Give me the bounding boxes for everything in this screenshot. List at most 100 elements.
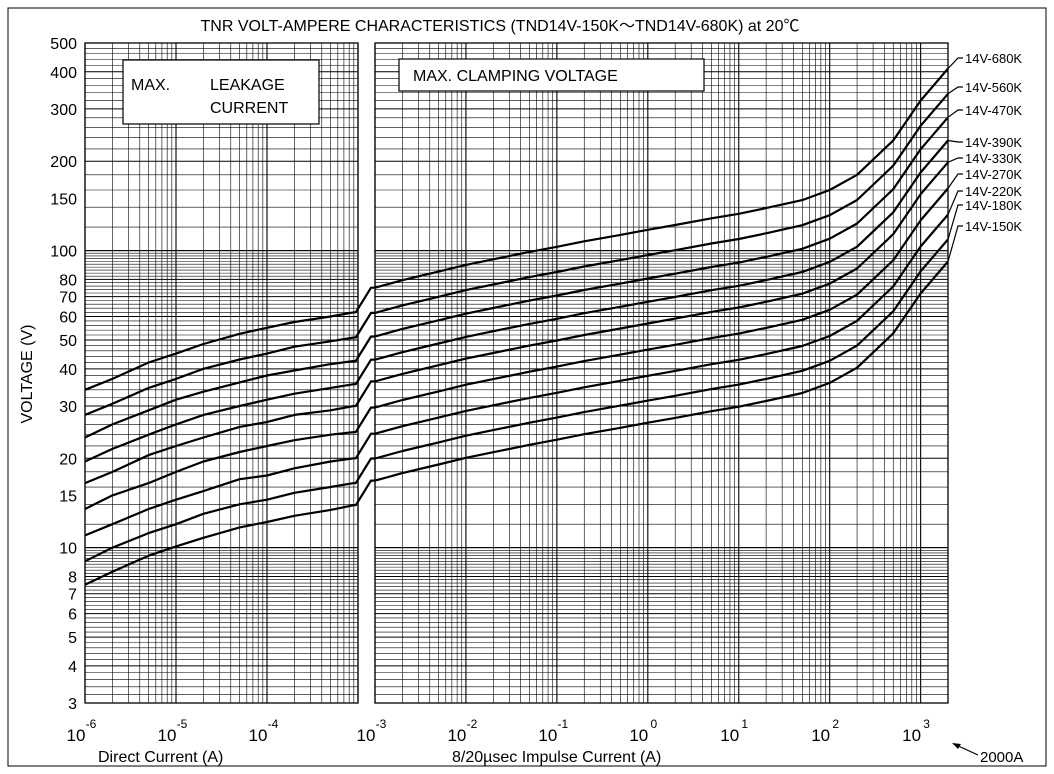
series-label-14v-390k: 14V-390K: [965, 135, 1022, 150]
y-tick-label: 3: [68, 696, 77, 713]
leakage-box-line-3: CURRENT: [210, 100, 288, 117]
leakage-box-line-1: MAX.: [131, 77, 170, 94]
leader-14v-270k: [947, 173, 963, 189]
x-tick-base: 10: [158, 726, 177, 745]
curve-layer: [84, 67, 949, 586]
clamping-panel-frame: [374, 42, 949, 704]
y-tick-label: 300: [50, 102, 77, 119]
leader-14v-390k: [947, 139, 963, 143]
y-tick-label: 50: [59, 333, 77, 350]
leader-14v-150k: [947, 225, 963, 262]
leader-14v-560k: [947, 86, 963, 95]
leakage-panel-frame: [84, 42, 359, 704]
x-tick-exponent: -5: [177, 717, 188, 731]
y-tick-label: 150: [50, 191, 77, 208]
leakage-x-ticks: 10-610-510-4: [67, 717, 279, 745]
x-tick-label: 101: [720, 717, 748, 745]
x-tick-label: 102: [811, 717, 839, 745]
y-tick-label: 30: [59, 399, 77, 416]
y-tick-label: 20: [59, 451, 77, 468]
y-tick-label: 6: [68, 607, 77, 624]
series-14v-680k: [84, 67, 949, 391]
y-tick-label: 100: [50, 244, 77, 261]
x-tick-exponent: 2: [832, 717, 839, 731]
outer-frame: [7, 7, 1047, 767]
x-tick-exponent: -3: [376, 717, 387, 731]
clamping-curve-14v-180k: [374, 238, 949, 460]
series-14v-150k: [84, 260, 949, 586]
curve-link-14v-270k: [353, 406, 375, 434]
x-tick-label: 10-4: [249, 717, 279, 745]
series-label-14v-220k: 14V-220K: [965, 184, 1022, 199]
y-tick-label: 500: [50, 36, 77, 53]
x-tick-base: 10: [811, 726, 830, 745]
x-tick-label: 10-2: [447, 717, 477, 745]
leakage-curve-14v-390k: [84, 383, 354, 463]
x-tick-base: 10: [357, 726, 376, 745]
y-tick-label: 4: [68, 659, 77, 676]
curve-link-14v-150k: [353, 479, 375, 507]
clamping-curve-14v-270k: [374, 187, 949, 409]
series-14v-270k: [84, 187, 949, 510]
series-label-14v-330k: 14V-330K: [965, 151, 1022, 166]
y-tick-label: 15: [59, 488, 77, 505]
x-tick-base: 10: [538, 726, 557, 745]
clamping-curve-14v-390k: [374, 139, 949, 361]
x-tick-label: 100: [629, 717, 657, 745]
y-tick-label: 60: [59, 310, 77, 327]
x-tick-exponent: -6: [86, 717, 97, 731]
y-tick-label: 80: [59, 272, 77, 289]
leakage-label-box: MAX. LEAKAGE CURRENT: [122, 59, 320, 125]
clamping-box-line-1: MAX. CLAMPING VOLTAGE: [413, 68, 618, 85]
x-tick-label: 10-3: [357, 717, 387, 745]
x-tick-label: 103: [902, 717, 930, 745]
curve-link-14v-390k: [353, 358, 375, 386]
leakage-curve-14v-220k: [84, 457, 354, 537]
leakage-curve-14v-180k: [84, 482, 354, 563]
annotation-arrowhead: [952, 743, 961, 749]
clamping-curve-14v-150k: [374, 260, 949, 482]
x-tick-label: 10-6: [67, 717, 97, 745]
x-tick-base: 10: [629, 726, 648, 745]
curve-link-14v-560k: [353, 311, 375, 339]
leakage-x-label: Direct Current (A): [98, 749, 223, 766]
series-14v-560k: [84, 93, 949, 416]
leader-14v-180k: [947, 204, 963, 240]
leakage-curve-14v-680k: [84, 311, 354, 391]
series-label-14v-680k: 14V-680K: [965, 51, 1022, 66]
series-leader-layer: 14V-680K 14V-560K 14V-470K 14V-390K14V-330K…: [947, 51, 1022, 262]
x-tick-base: 10: [447, 726, 466, 745]
series-label-14v-180k: 14V-180K: [965, 198, 1022, 213]
curve-link-14v-330k: [353, 380, 375, 408]
y-tick-label: 8: [68, 569, 77, 586]
series-label-14v-270k: 14V-270K: [965, 167, 1022, 182]
y-tick-label: 5: [68, 630, 77, 647]
chart-title: TNR VOLT-AMPERE CHARACTERISTICS (TND14V-…: [201, 18, 800, 35]
x-tick-exponent: -4: [268, 717, 279, 731]
series-14v-470k: [84, 116, 949, 439]
x-tick-exponent: 3: [923, 717, 930, 731]
y-tick-label: 70: [59, 290, 77, 307]
leader-14v-470k: [947, 109, 963, 118]
series-label-14v-470k: 14V-470K: [965, 103, 1022, 118]
leakage-box-line-2: LEAKAGE: [210, 77, 285, 94]
curve-link-14v-180k: [353, 457, 375, 485]
clamping-label-box: MAX. CLAMPING VOLTAGE: [398, 58, 705, 92]
series-14v-330k: [84, 161, 949, 485]
annotation-2000a: 2000A: [952, 743, 1023, 766]
curve-link-14v-680k: [353, 286, 375, 314]
clamping-curve-14v-680k: [374, 67, 949, 289]
clamping-curve-14v-470k: [374, 116, 949, 338]
x-tick-exponent: 1: [741, 717, 748, 731]
y-tick-label: 7: [68, 587, 77, 604]
x-tick-base: 10: [67, 726, 86, 745]
curve-link-14v-470k: [353, 335, 375, 363]
x-tick-base: 10: [902, 726, 921, 745]
y-tick-label: 400: [50, 65, 77, 82]
y-axis-label: VOLTAGE (V): [19, 325, 36, 424]
x-tick-exponent: -2: [467, 717, 478, 731]
leakage-curve-14v-560k: [84, 336, 354, 416]
y-tick-label: 200: [50, 154, 77, 171]
